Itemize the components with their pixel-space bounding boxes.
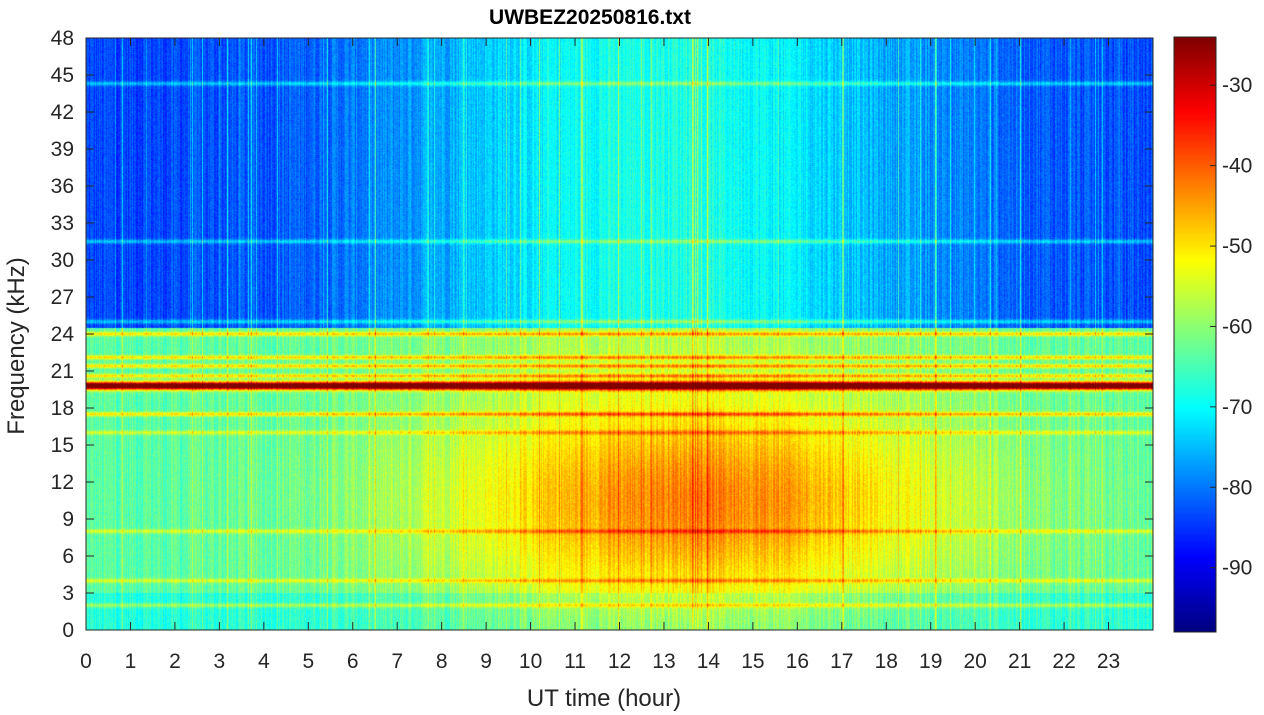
x-tick-label: 21 [1008, 650, 1031, 673]
x-tick-label: 12 [608, 650, 631, 673]
x-tick-label: 18 [875, 650, 898, 673]
x-axis-ticks: 0 1 2 3 4 5 6 7 8 9 10 11 12 13 14 15 16 17 18 19 20 21 22 23 [80, 38, 1120, 673]
chart-title: UWBEZ20250816.txt [489, 6, 691, 29]
x-tick-label: 11 [564, 650, 586, 673]
colorbar-tick-label: -90 [1222, 557, 1252, 580]
colorbar-tick-label: -60 [1222, 315, 1252, 338]
x-tick-label: 1 [125, 650, 137, 673]
y-tick-label: 36 [51, 175, 74, 198]
x-tick-label: 19 [919, 650, 942, 673]
x-tick-label: 0 [80, 650, 92, 673]
y-tick-label: 21 [51, 360, 74, 383]
x-axis-label: UT time (hour) [527, 685, 681, 712]
x-tick-label: 17 [830, 650, 853, 673]
x-tick-label: 10 [519, 650, 542, 673]
spectrogram-heatmap [86, 38, 1153, 630]
colorbar-tick-label: -30 [1222, 74, 1252, 97]
x-tick-label: 6 [347, 650, 359, 673]
colorbar-gradient [1174, 37, 1216, 632]
x-tick-label: 22 [1052, 650, 1075, 673]
y-tick-label: 45 [51, 64, 74, 87]
colorbar-tick-label: -80 [1222, 476, 1252, 499]
y-tick-label: 18 [51, 397, 74, 420]
y-tick-label: 48 [51, 27, 74, 50]
x-tick-label: 2 [169, 650, 181, 673]
y-tick-label: 3 [62, 582, 74, 605]
plot-frame [85, 37, 1154, 631]
y-tick-label: 30 [51, 249, 74, 272]
y-tick-label: 0 [62, 619, 74, 642]
x-tick-label: 4 [258, 650, 270, 673]
x-tick-label: 7 [391, 650, 403, 673]
x-tick-label: 14 [697, 650, 721, 673]
x-tick-label: 13 [652, 650, 675, 673]
x-tick-label: 8 [436, 650, 448, 673]
x-tick-label: 5 [302, 650, 314, 673]
y-tick-label: 12 [51, 471, 74, 494]
y-tick-label: 42 [51, 101, 74, 124]
y-tick-label: 9 [62, 508, 74, 531]
y-axis-label: Frequency (kHz) [3, 257, 30, 434]
y-tick-label: 27 [51, 286, 74, 309]
y-tick-label: 6 [62, 545, 74, 568]
x-tick-label: 9 [480, 650, 492, 673]
x-tick-label: 23 [1097, 650, 1120, 673]
y-tick-label: 24 [51, 323, 75, 346]
colorbar-ticks: -30 -40 -50 -60 -70 -80 -90 [1210, 74, 1252, 580]
colorbar-frame [1173, 36, 1217, 633]
y-tick-label: 39 [51, 138, 74, 161]
x-tick-label: 16 [786, 650, 809, 673]
colorbar-tick-label: -50 [1222, 235, 1252, 258]
colorbar-tick-label: -40 [1222, 155, 1252, 178]
colorbar-tick-label: -70 [1222, 396, 1252, 419]
x-tick-label: 15 [741, 650, 764, 673]
y-tick-label: 15 [51, 434, 74, 457]
y-tick-label: 33 [51, 212, 74, 235]
x-tick-label: 3 [214, 650, 226, 673]
x-tick-label: 20 [963, 650, 986, 673]
